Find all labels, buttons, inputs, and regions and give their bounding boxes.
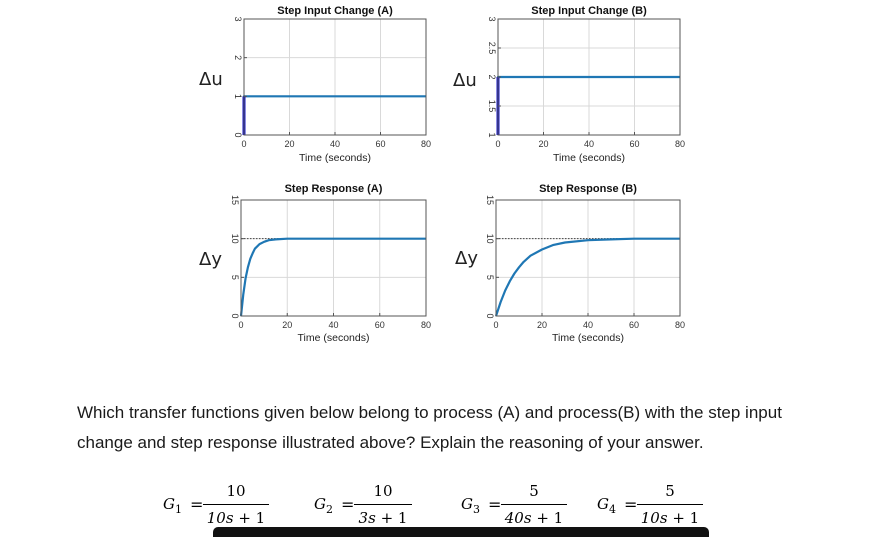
y-tick-label: 3: [487, 16, 497, 21]
transfer-function-g1: G1 = 10 10s + 1: [163, 480, 273, 532]
y-tick-label: 5: [485, 275, 495, 280]
transfer-function-g2: G2 = 10 3s + 1: [314, 480, 414, 532]
ylabel-du-b: Δu: [453, 70, 477, 91]
y-tick-label: 1: [233, 94, 243, 99]
x-tick-label: 20: [284, 139, 294, 149]
series-line: [239, 237, 426, 317]
y-tick-label: 1: [487, 132, 497, 137]
tf-numerator: 10: [226, 482, 246, 500]
y-tick-label: 0: [233, 132, 243, 137]
x-tick-label: 80: [421, 320, 431, 330]
x-tick-label: 20: [282, 320, 292, 330]
x-tick-label: 40: [584, 139, 594, 149]
transfer-function-g3: G3 = 5 40s + 1: [461, 480, 571, 532]
tf-denominator: 3s + 1: [358, 509, 408, 527]
x-tick-label: 40: [328, 320, 338, 330]
x-tick-label: 60: [629, 139, 639, 149]
y-tick-label: 1.5: [487, 100, 497, 113]
series-line: [494, 237, 680, 317]
tf-denominator: 10s + 1: [640, 509, 700, 527]
x-tick-label: 0: [241, 139, 246, 149]
y-tick-label: 2: [233, 55, 243, 60]
tf-numerator: 5: [665, 482, 675, 500]
x-axis-label: Time (seconds): [553, 152, 625, 164]
y-tick-label: 0: [230, 313, 240, 318]
y-tick-label: 15: [485, 195, 495, 205]
question-text: Which transfer functions given below bel…: [77, 403, 782, 452]
x-tick-label: 60: [375, 139, 385, 149]
chart-title: Step Input Change (A): [277, 5, 393, 17]
x-tick-label: 40: [330, 139, 340, 149]
tf-denominator: 10s + 1: [206, 509, 266, 527]
tf-lhs: G3: [461, 495, 480, 516]
transfer-function-g4: G4 = 5 10s + 1: [597, 480, 707, 532]
x-tick-label: 80: [675, 139, 685, 149]
y-tick-label: 10: [485, 234, 495, 244]
chart-title: Step Response (A): [285, 183, 383, 195]
x-tick-label: 60: [629, 320, 639, 330]
chart-title: Step Input Change (B): [531, 5, 647, 17]
bottom-scroll-bar[interactable]: [213, 527, 709, 537]
x-tick-label: 0: [238, 320, 243, 330]
x-axis-label: Time (seconds): [298, 332, 370, 344]
tf-denominator: 40s + 1: [504, 509, 564, 527]
y-tick-label: 3: [233, 16, 243, 21]
tf-numerator: 5: [529, 482, 539, 500]
y-tick-label: 2.5: [487, 42, 497, 55]
y-tick-label: 15: [230, 195, 240, 205]
x-tick-label: 80: [675, 320, 685, 330]
tf-numerator: 10: [373, 482, 393, 500]
x-tick-label: 0: [495, 139, 500, 149]
ylabel-du-a: Δu: [199, 69, 223, 90]
x-tick-label: 20: [537, 320, 547, 330]
ylabel-dy-a: Δy: [199, 249, 222, 270]
x-tick-label: 80: [421, 139, 431, 149]
x-axis-label: Time (seconds): [552, 332, 624, 344]
x-tick-label: 60: [375, 320, 385, 330]
x-tick-label: 40: [583, 320, 593, 330]
tf-lhs: G1: [163, 495, 182, 516]
chart-title: Step Response (B): [539, 183, 637, 195]
tf-lhs: G2: [314, 495, 333, 516]
x-tick-label: 20: [538, 139, 548, 149]
y-tick-label: 10: [230, 234, 240, 244]
tf-lhs: G4: [597, 495, 616, 516]
y-tick-label: 5: [230, 275, 240, 280]
y-tick-label: 0: [485, 313, 495, 318]
ylabel-dy-b: Δy: [455, 248, 478, 269]
y-tick-label: 2: [487, 74, 497, 79]
x-axis-label: Time (seconds): [299, 152, 371, 164]
x-tick-label: 0: [493, 320, 498, 330]
